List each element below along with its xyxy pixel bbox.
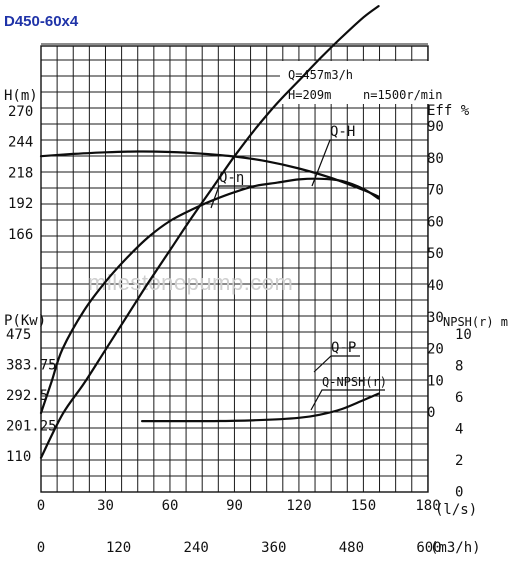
power-tick-label: 383.75 xyxy=(6,358,57,374)
x2-tick-label: 600 xyxy=(416,540,441,556)
series-label: Q-P xyxy=(331,340,356,356)
npsh-tick-label: 0 xyxy=(455,485,463,501)
chart-title: D450-60x4 xyxy=(4,13,79,30)
x-tick-label: 90 xyxy=(226,498,243,514)
x-tick-label: 150 xyxy=(351,498,376,514)
npsh-tick-label: 2 xyxy=(455,453,463,469)
eff-tick-label: 30 xyxy=(427,310,444,326)
head-tick-label: 166 xyxy=(8,227,33,243)
x-tick-label: 30 xyxy=(97,498,114,514)
eff-tick-label: 50 xyxy=(427,246,444,262)
eff-tick-label: 60 xyxy=(427,214,444,230)
series-q-p-line xyxy=(39,5,380,459)
head-tick-label: 218 xyxy=(8,165,33,181)
npsh-axis-label: NPSH(r) m xyxy=(443,315,508,329)
plot-frame xyxy=(40,45,429,493)
head-tick-label: 244 xyxy=(8,135,33,151)
x-axis-label: (l/s) xyxy=(435,502,477,518)
head-axis-label: H(m) xyxy=(4,88,38,104)
curves xyxy=(39,5,380,459)
series-label: Q-NPSH(r) xyxy=(322,375,387,389)
eff-tick-label: 80 xyxy=(427,151,444,167)
eff-tick-label: 20 xyxy=(427,342,444,358)
eff-tick-label: 70 xyxy=(427,183,444,199)
series-leader-line xyxy=(311,139,362,187)
x2-tick-label: 0 xyxy=(37,540,45,556)
npsh-tick-label: 10 xyxy=(455,327,472,343)
annotation-box: Q=457m3/h H=209m n=1500r/min xyxy=(280,61,442,104)
x2-tick-label: 240 xyxy=(184,540,209,556)
series-q-npsh-r-line xyxy=(141,392,380,423)
series-q-line xyxy=(39,177,380,415)
x-tick-label: 0 xyxy=(37,498,45,514)
series-label: Q-H xyxy=(330,124,355,140)
x-tick-label: 180 xyxy=(415,498,440,514)
annotation-head: H=209m xyxy=(288,88,331,102)
eff-tick-label: 10 xyxy=(427,373,444,389)
eff-axis-label: Eff % xyxy=(427,103,470,119)
power-axis-label: P(Kw) xyxy=(4,313,46,329)
power-tick-label: 475 xyxy=(6,327,31,343)
eff-tick-label: 40 xyxy=(427,278,444,294)
x2-tick-label: 480 xyxy=(339,540,364,556)
eff-tick-label: 90 xyxy=(427,119,444,135)
series-leader-line xyxy=(310,389,385,411)
series-label: Q-η xyxy=(219,170,244,186)
x2-tick-label: 360 xyxy=(261,540,286,556)
power-tick-label: 292.5 xyxy=(6,388,48,404)
npsh-tick-label: 6 xyxy=(455,390,463,406)
x-tick-label: 60 xyxy=(162,498,179,514)
grid xyxy=(40,43,429,493)
annotation-speed: n=1500r/min xyxy=(363,88,442,102)
curve-labels: Q-H Q-η Q-P Q-NPSH(r) xyxy=(210,124,387,411)
x2-tick-label: 120 xyxy=(106,540,131,556)
npsh-tick-label: 8 xyxy=(455,359,463,375)
watermark: milestonepump.com xyxy=(88,270,293,295)
power-tick-label: 201.25 xyxy=(6,419,57,435)
head-tick-label: 192 xyxy=(8,196,33,212)
head-tick-label: 270 xyxy=(8,104,33,120)
x2-axis-label: (m3/h) xyxy=(430,540,481,556)
series-leader-line xyxy=(210,185,255,209)
power-tick-label: 110 xyxy=(6,449,31,465)
eff-tick-label: 0 xyxy=(427,405,435,421)
x-tick-label: 120 xyxy=(286,498,311,514)
npsh-tick-label: 4 xyxy=(455,422,463,438)
annotation-flow: Q=457m3/h xyxy=(288,68,353,82)
series-leader-line xyxy=(313,355,360,373)
